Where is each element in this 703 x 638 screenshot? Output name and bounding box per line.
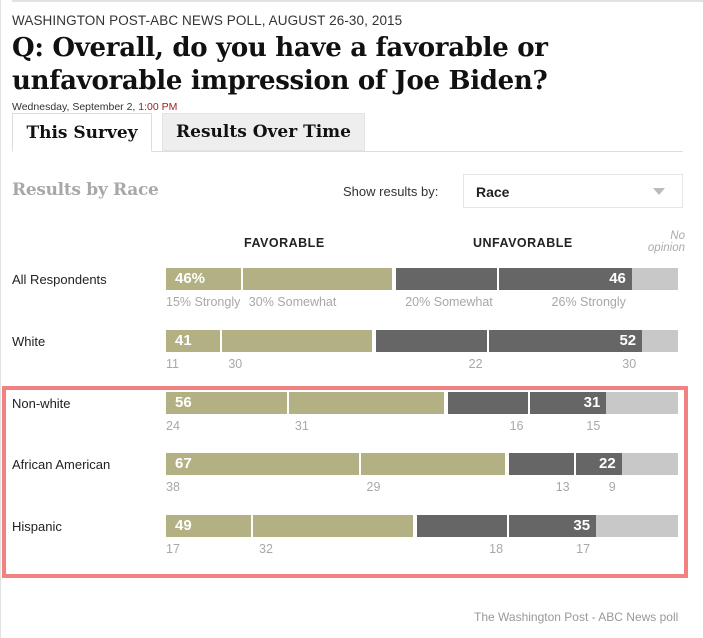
favorable-total-label: 46%: [175, 270, 206, 287]
segment-value-label: 9: [608, 480, 616, 494]
bar-segment-strongly-unfavorable: [509, 515, 597, 537]
section-title: Results by Race: [12, 180, 159, 200]
chevron-down-icon: [653, 188, 665, 195]
bar-segment-no-opinion: [621, 453, 678, 475]
segment-value-label: 32: [259, 542, 273, 556]
bar-segment-strongly-favorable: [166, 515, 252, 537]
bar-segment-somewhat-unfavorable: [396, 268, 497, 290]
bar-segment-somewhat-favorable: [253, 515, 413, 537]
bar-segment-strongly-unfavorable: [575, 453, 622, 475]
show-results-select[interactable]: Race: [463, 174, 683, 208]
segment-value-label: 16: [509, 419, 524, 433]
bar-segment-no-opinion: [631, 268, 678, 290]
segment-value-label: 26% Strongly: [551, 295, 626, 309]
row-label: All Respondents: [12, 272, 107, 287]
bar-segment-strongly-unfavorable: [529, 392, 607, 414]
row-label: Non-white: [12, 396, 71, 411]
highlight-box: [2, 386, 688, 578]
dateline-date: Wednesday, September 2,: [12, 101, 136, 113]
bar-row: 41 52: [166, 330, 678, 352]
unfavorable-total-label: 22: [598, 455, 616, 472]
favorable-total-label: 41: [175, 332, 192, 349]
bar-segment-strongly-favorable: [166, 268, 241, 290]
bar-segment-somewhat-favorable: [242, 268, 393, 290]
segment-value-label: 30: [228, 357, 243, 371]
tab-results-over-time[interactable]: Results Over Time: [162, 113, 365, 151]
segment-value-label: 15% Strongly: [166, 295, 241, 309]
row-label: Hispanic: [12, 519, 62, 534]
page-border-left: [0, 0, 1, 638]
bar-segment-strongly-unfavorable: [498, 268, 632, 290]
segment-value-label: 15: [586, 419, 601, 433]
segment-value-label: 18: [489, 542, 504, 556]
unfavorable-total-label: 31: [583, 394, 601, 411]
bar-row: 49 35: [166, 515, 678, 537]
bar-segment-no-opinion: [606, 392, 678, 414]
source-credit: The Washington Post - ABC News poll: [474, 610, 679, 624]
bar-segment-somewhat-unfavorable: [416, 515, 508, 537]
bar-segment-no-opinion: [642, 330, 678, 352]
favorable-total-label: 49: [175, 517, 192, 534]
bar-segment-strongly-unfavorable: [488, 330, 643, 352]
segment-value-label: 13: [555, 480, 570, 494]
segment-value-label: 20% Somewhat: [405, 295, 493, 309]
bar-segment-strongly-favorable: [166, 453, 359, 475]
show-results-label: Show results by:: [343, 184, 439, 199]
bar-segment-somewhat-unfavorable: [509, 453, 574, 475]
bar-segment-somewhat-favorable: [360, 453, 506, 475]
tab-this-survey[interactable]: This Survey: [12, 113, 152, 152]
segment-value-label: 24: [166, 419, 180, 433]
bar-segment-somewhat-unfavorable: [447, 392, 528, 414]
tabs-divider: [12, 151, 683, 152]
bar-row: 56 31: [166, 392, 678, 414]
bar-row: 46% 46: [166, 268, 678, 290]
segment-value-label: 17: [166, 542, 180, 556]
page-border-top: [12, 0, 703, 2]
bar-segment-somewhat-favorable: [222, 330, 372, 352]
row-label: White: [12, 334, 46, 349]
bar-segment-strongly-favorable: [166, 330, 221, 352]
bar-row: 67 22: [166, 453, 678, 475]
unfavorable-total-label: 52: [619, 332, 637, 349]
segment-value-label: 30% Somewhat: [248, 295, 337, 309]
bar-segment-somewhat-favorable: [288, 392, 444, 414]
segment-value-label: 17: [576, 542, 591, 556]
segment-value-label: 22: [468, 357, 483, 371]
dateline-time: 1:00 PM: [138, 101, 178, 113]
dateline: Wednesday, September 2, 1:00 PM: [12, 101, 177, 113]
segment-value-label: 30: [622, 357, 637, 371]
poll-kicker: WASHINGTON POST-ABC NEWS POLL, AUGUST 26…: [12, 13, 403, 28]
segment-value-label: 31: [294, 419, 309, 433]
page-title: Q: Overall, do you have a favorable or u…: [12, 33, 548, 96]
segment-value-label: 38: [166, 480, 180, 494]
column-header-no-opinion: No opinion: [647, 230, 685, 254]
segment-value-label: 29: [366, 480, 381, 494]
segment-value-label: 11: [166, 357, 179, 371]
bar-segment-somewhat-unfavorable: [375, 330, 487, 352]
column-header-favorable: FAVORABLE: [244, 236, 325, 250]
unfavorable-total-label: 35: [573, 517, 591, 534]
bar-segment-strongly-favorable: [166, 392, 287, 414]
bar-segment-no-opinion: [596, 515, 678, 537]
row-label: African American: [12, 457, 111, 472]
column-header-unfavorable: UNFAVORABLE: [473, 236, 573, 250]
select-value: Race: [476, 184, 510, 200]
favorable-total-label: 67: [175, 455, 192, 472]
unfavorable-total-label: 46: [609, 270, 626, 287]
favorable-total-label: 56: [175, 394, 192, 411]
